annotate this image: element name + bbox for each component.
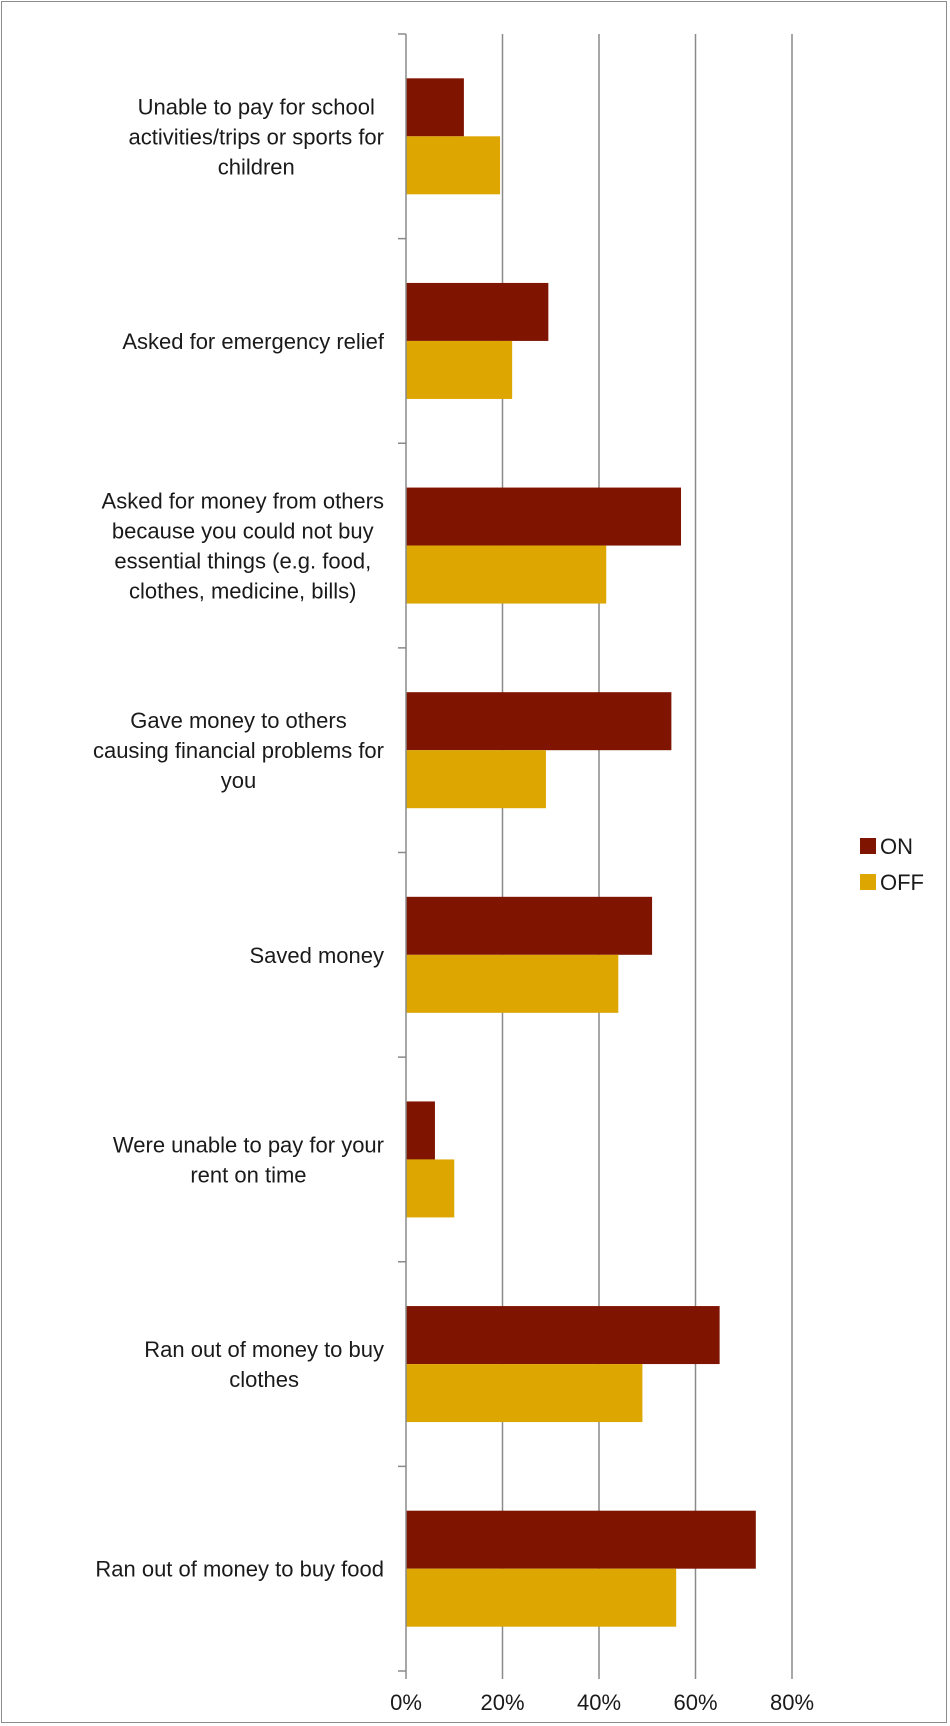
- category-label: Gave money to others causing financial pr…: [93, 708, 384, 793]
- x-tick-label: 80%: [770, 1690, 814, 1715]
- bar-off: [406, 1364, 643, 1423]
- bar-off: [406, 340, 513, 399]
- x-tick-label: 20%: [480, 1690, 524, 1715]
- bar-on: [406, 1510, 756, 1569]
- bar-on: [406, 282, 549, 341]
- bar-off: [406, 545, 607, 604]
- x-tick-label: 0%: [390, 1690, 422, 1715]
- bar-on: [406, 1306, 720, 1365]
- bar-on: [406, 78, 464, 137]
- legend-label-on: ON: [880, 834, 913, 859]
- category-label: Asked for emergency relief: [122, 329, 385, 354]
- category-label: Ran out of money to buy food: [95, 1557, 384, 1582]
- category-label: Were unable to pay for your rent on time: [113, 1132, 384, 1187]
- legend-label-off: OFF: [880, 870, 924, 895]
- x-tick-label: 40%: [577, 1690, 621, 1715]
- category-label: Unable to pay for school activities/trips…: [128, 94, 384, 179]
- bar-on: [406, 487, 682, 546]
- bar-on: [406, 692, 672, 751]
- bar-off: [406, 954, 619, 1013]
- bar-off: [406, 136, 501, 195]
- category-label: Ran out of money to buy clothes: [144, 1337, 384, 1392]
- bar-off: [406, 750, 546, 809]
- bar-on: [406, 896, 653, 955]
- x-tick-label: 60%: [673, 1690, 717, 1715]
- legend-swatch-on: [860, 838, 876, 854]
- category-label: Asked for money from others because you c…: [102, 489, 384, 604]
- bar-on: [406, 1101, 435, 1160]
- legend-swatch-off: [860, 874, 876, 890]
- category-label: Saved money: [249, 943, 384, 968]
- bar-off: [406, 1568, 677, 1627]
- bar-off: [406, 1159, 455, 1218]
